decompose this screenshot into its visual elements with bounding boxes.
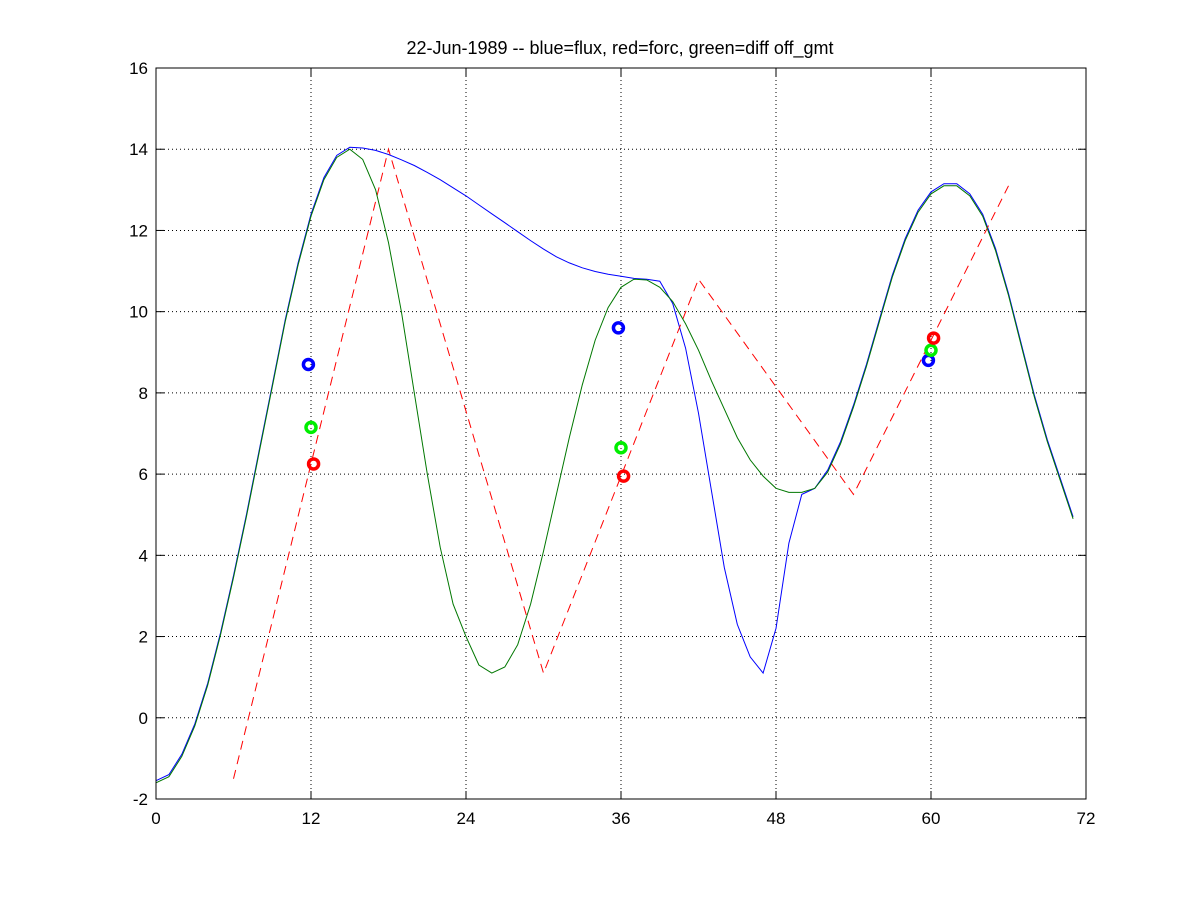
y-tick-labels: -2 0 2 4 6 8 10 12 14 16 <box>129 59 148 809</box>
x-tick-label: 24 <box>457 809 476 828</box>
y-tick-label: 16 <box>129 59 148 78</box>
ticks <box>155 67 1087 800</box>
data-point-marker <box>926 331 941 345</box>
x-tick-label: 12 <box>302 809 321 828</box>
data-point-marker <box>306 457 321 471</box>
x-tick-label: 48 <box>767 809 786 828</box>
y-tick-label: 12 <box>129 221 148 240</box>
x-tick-label: 36 <box>612 809 631 828</box>
series-line <box>155 146 1074 782</box>
y-tick-label: 6 <box>139 465 148 484</box>
data-point-marker <box>614 440 628 455</box>
data-point-marker <box>301 357 316 372</box>
y-tick-label: 0 <box>139 709 148 728</box>
y-tick-label: 2 <box>139 628 148 647</box>
series-line <box>155 148 1074 784</box>
x-tick-labels: 0 12 24 36 48 60 72 <box>151 809 1095 828</box>
data-point-marker <box>611 321 626 335</box>
series-group <box>155 146 1074 784</box>
series-line <box>233 147 1009 779</box>
grid <box>156 68 1086 799</box>
x-tick-label: 60 <box>922 809 941 828</box>
y-tick-label: 14 <box>129 140 148 159</box>
axes-box <box>155 67 1087 800</box>
markers-group <box>301 321 941 483</box>
y-tick-label: 10 <box>129 303 148 322</box>
data-point-marker <box>304 420 318 435</box>
data-point-marker <box>924 343 938 357</box>
y-tick-label: -2 <box>133 790 148 809</box>
x-tick-label: 72 <box>1077 809 1096 828</box>
y-tick-label: 8 <box>139 384 148 403</box>
x-tick-label: 0 <box>151 809 160 828</box>
chart-title: 22-Jun-1989 -- blue=flux, red=forc, gree… <box>406 38 833 59</box>
y-tick-label: 4 <box>139 546 148 565</box>
data-point-marker <box>616 469 631 483</box>
